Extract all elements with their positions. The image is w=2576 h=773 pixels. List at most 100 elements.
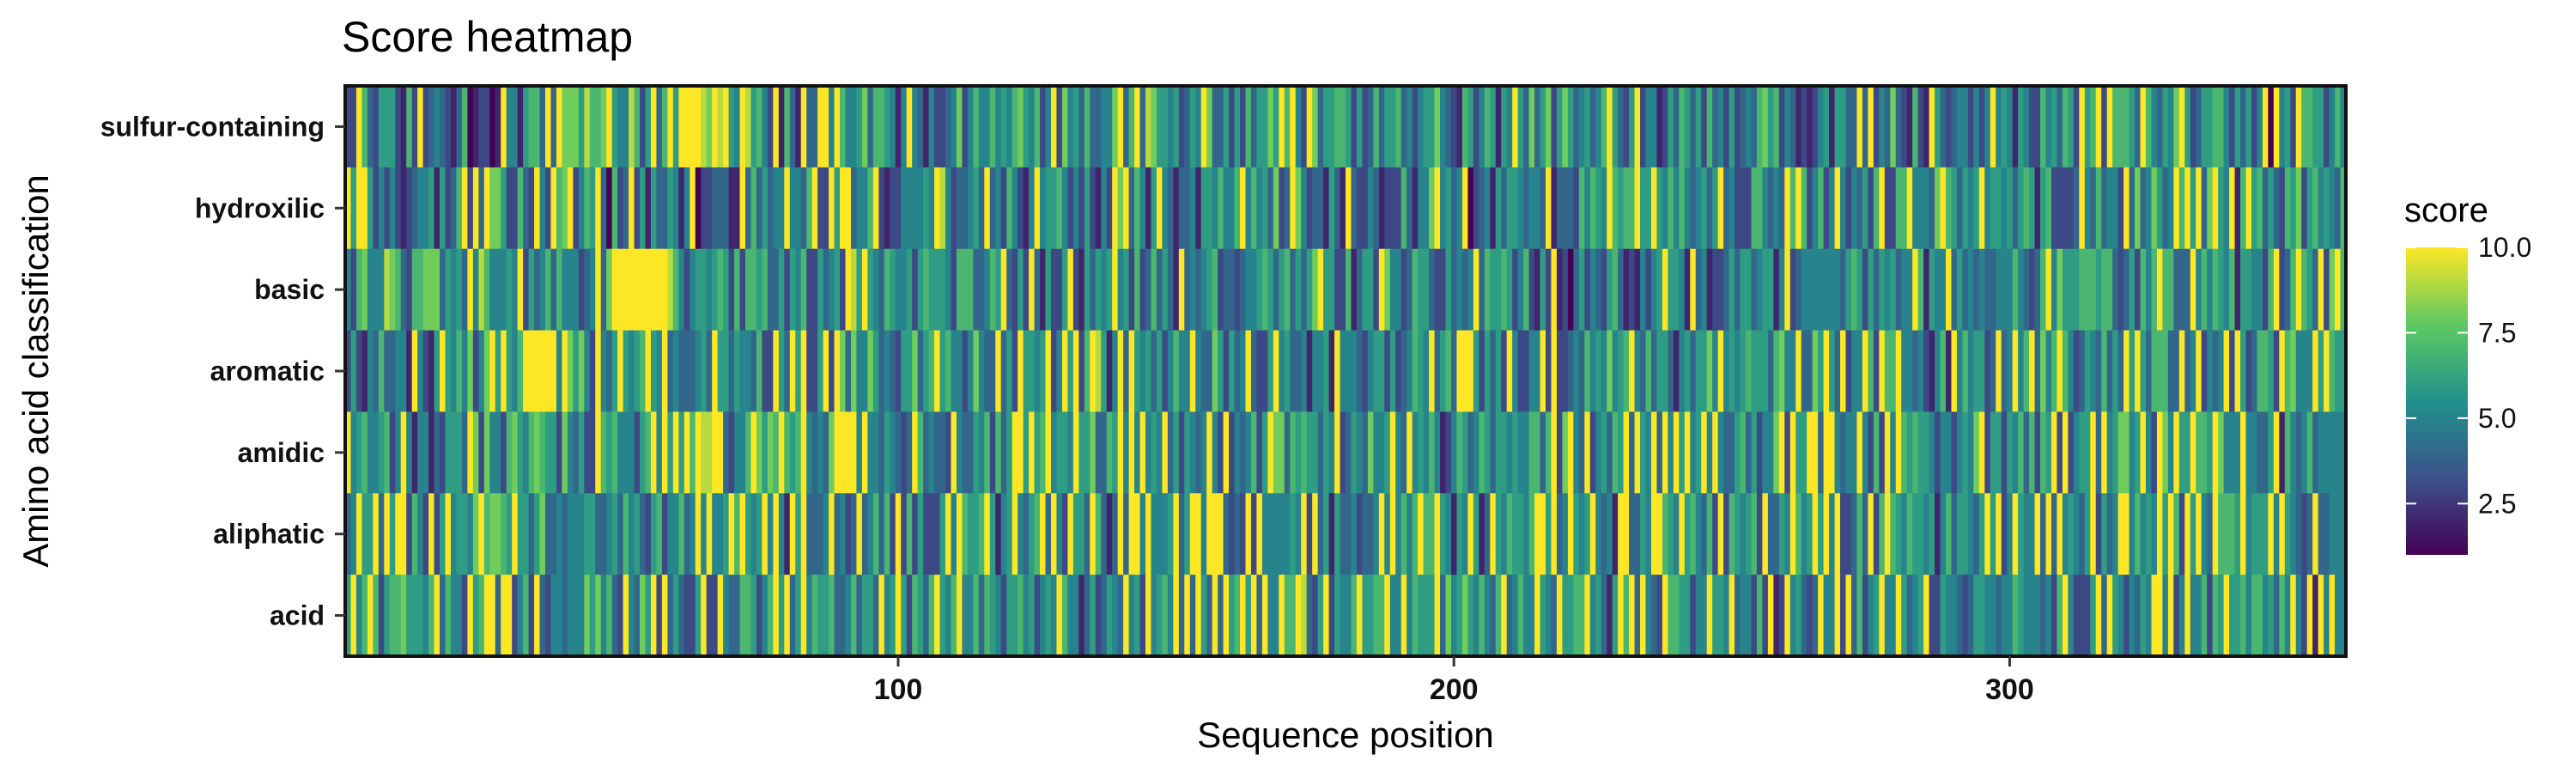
heatmap-cell — [661, 86, 668, 168]
heatmap-cell — [1717, 330, 1724, 413]
heatmap-cell — [1412, 330, 1419, 413]
heatmap-cell — [1072, 493, 1079, 575]
heatmap-cell — [1106, 330, 1113, 413]
heatmap-cell — [1006, 411, 1013, 494]
heatmap-cell — [2045, 493, 2052, 575]
heatmap-cell — [1484, 493, 1491, 575]
heatmap-cell — [422, 248, 429, 332]
heatmap-cell — [623, 411, 629, 494]
heatmap-cell — [795, 86, 802, 168]
heatmap-cell — [1823, 167, 1830, 250]
heatmap-cell — [984, 248, 991, 332]
heatmap-cell — [1868, 575, 1874, 657]
heatmap-cell — [2140, 248, 2147, 332]
heatmap-cell — [1996, 575, 2002, 657]
heatmap-cell — [717, 575, 724, 657]
heatmap-cell — [695, 330, 702, 413]
heatmap-cell — [1634, 167, 1641, 250]
heatmap-cell — [1206, 330, 1213, 413]
heatmap-cell — [1134, 330, 1141, 413]
heatmap-cell — [2073, 575, 2080, 657]
heatmap-cell — [2178, 248, 2185, 332]
heatmap-cell — [1279, 493, 1285, 575]
heatmap-cell — [1984, 248, 1991, 332]
heatmap-cell — [773, 411, 780, 494]
heatmap-cell — [2151, 411, 2158, 494]
heatmap-cell — [1645, 411, 1652, 494]
heatmap-cell — [1034, 575, 1041, 657]
heatmap-cell — [2062, 167, 2069, 250]
heatmap-cell — [773, 575, 780, 657]
heatmap-cell — [2073, 493, 2080, 575]
heatmap-cell — [1962, 86, 1969, 168]
heatmap-cell — [1240, 575, 1247, 657]
heatmap-cell — [1250, 248, 1258, 332]
heatmap-cell — [1556, 575, 1564, 657]
heatmap-cell — [1250, 411, 1258, 494]
heatmap-cell — [1267, 411, 1274, 494]
heatmap-cell — [2229, 575, 2236, 657]
heatmap-cell — [1879, 167, 1886, 250]
heatmap-cell — [706, 86, 713, 168]
heatmap-cell — [1873, 411, 1880, 494]
heatmap-cell — [1578, 248, 1585, 332]
heatmap-cell — [1873, 248, 1880, 332]
heatmap-cell — [1256, 167, 1263, 250]
heatmap-cell — [1912, 248, 1919, 332]
heatmap-cell — [2018, 248, 2025, 332]
heatmap-cell — [422, 167, 429, 250]
heatmap-cell — [811, 493, 818, 575]
heatmap-cell — [2329, 330, 2336, 413]
heatmap-cell — [683, 167, 690, 250]
heatmap-cell — [1762, 411, 1769, 494]
heatmap-cell — [2329, 575, 2336, 657]
heatmap-cell — [2190, 575, 2196, 657]
heatmap-cell — [1962, 167, 1969, 250]
heatmap-cell — [2057, 86, 2063, 168]
heatmap-cell — [2245, 248, 2252, 332]
heatmap-cell — [573, 493, 580, 575]
heatmap-cell — [2295, 86, 2302, 168]
heatmap-cell — [1045, 575, 1052, 657]
heatmap-cell — [506, 86, 513, 168]
heatmap-cell — [1261, 493, 1268, 575]
heatmap-cell — [2257, 86, 2263, 168]
heatmap-cell — [2012, 248, 2019, 332]
heatmap-cell — [539, 86, 546, 168]
heatmap-cell — [1850, 330, 1858, 413]
heatmap-cell — [2318, 493, 2324, 575]
heatmap-cell — [1223, 167, 1230, 250]
heatmap-cell — [1240, 248, 1247, 332]
heatmap-cell — [478, 493, 485, 575]
heatmap-cell — [406, 248, 413, 332]
heatmap-cell — [1879, 493, 1886, 575]
heatmap-cell — [1778, 575, 1785, 657]
heatmap-cell — [1567, 248, 1574, 332]
heatmap-cell — [467, 248, 474, 332]
heatmap-cell — [2290, 411, 2297, 494]
heatmap-cell — [2207, 575, 2214, 657]
heatmap-cell — [1767, 248, 1774, 332]
heatmap-cell — [745, 167, 752, 250]
heatmap-cell — [1206, 575, 1213, 657]
heatmap-cell — [2050, 167, 2058, 250]
heatmap-cell — [2301, 167, 2308, 250]
heatmap-cell — [606, 411, 613, 494]
heatmap-cell — [939, 411, 946, 494]
heatmap-cell — [472, 493, 479, 575]
heatmap-cell — [1295, 493, 1302, 575]
heatmap-cell — [1450, 575, 1458, 657]
heatmap-cell — [1840, 86, 1847, 168]
heatmap-cell — [1501, 330, 1508, 413]
heatmap-cell — [683, 330, 690, 413]
heatmap-cell — [350, 493, 357, 575]
heatmap-cell — [1134, 411, 1141, 494]
heatmap-cell — [2273, 86, 2280, 168]
heatmap-cell — [895, 248, 902, 332]
heatmap-cell — [2151, 86, 2158, 168]
heatmap-cell — [578, 493, 585, 575]
heatmap-cell — [767, 167, 774, 250]
heatmap-cell — [2062, 411, 2069, 494]
heatmap-cell — [1156, 493, 1163, 575]
heatmap-cell — [1528, 86, 1535, 168]
